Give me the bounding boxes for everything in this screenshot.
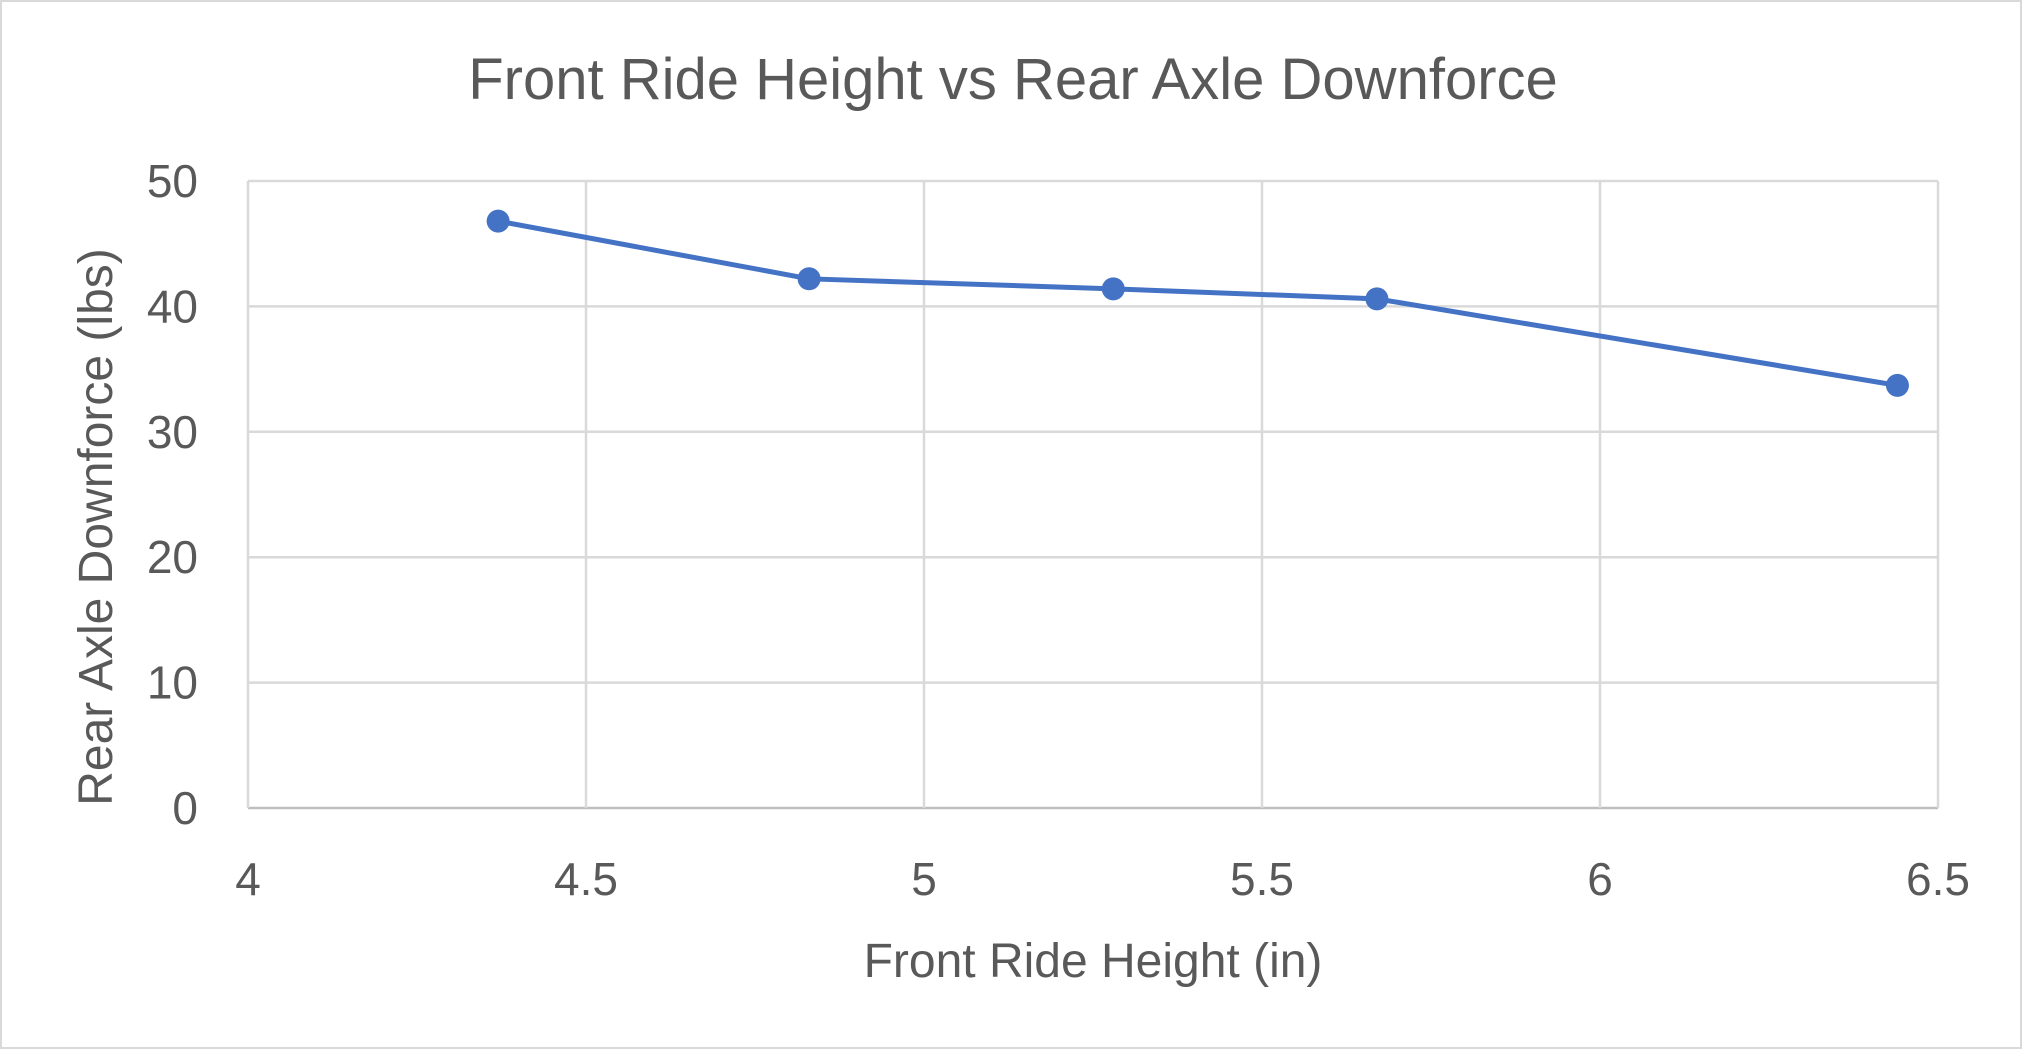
x-axis-ticks: 4 4.5 5 5.5 6 6.5: [235, 853, 1970, 905]
x-tick-label: 4.5: [554, 853, 618, 905]
data-point: [1365, 287, 1389, 311]
data-point: [797, 267, 821, 291]
x-tick-label: 4: [235, 853, 261, 905]
series-layer: [486, 209, 1909, 397]
series-line: [495, 218, 1900, 388]
x-axis-title: Front Ride Height (in): [864, 935, 1323, 988]
y-tick-label: 10: [147, 657, 198, 709]
data-point: [1885, 373, 1909, 397]
y-tick-label: 20: [147, 531, 198, 583]
gridlines: [246, 179, 1940, 810]
y-tick-label: 30: [147, 406, 198, 458]
data-point: [486, 209, 510, 233]
x-tick-label: 5: [911, 853, 937, 905]
y-tick-label: 40: [147, 280, 198, 332]
y-axis-ticks: 0 10 20 30 40 50: [147, 155, 198, 834]
data-point: [1101, 277, 1125, 301]
y-tick-label: 50: [147, 155, 198, 207]
chart-title: Front Ride Height vs Rear Axle Downforce: [468, 47, 1558, 112]
x-tick-label: 6.5: [1906, 853, 1970, 905]
x-tick-label: 5.5: [1230, 853, 1294, 905]
y-axis-title: Rear Axle Downforce (lbs): [70, 248, 123, 806]
y-tick-label: 0: [172, 782, 198, 834]
x-tick-label: 6: [1587, 853, 1613, 905]
